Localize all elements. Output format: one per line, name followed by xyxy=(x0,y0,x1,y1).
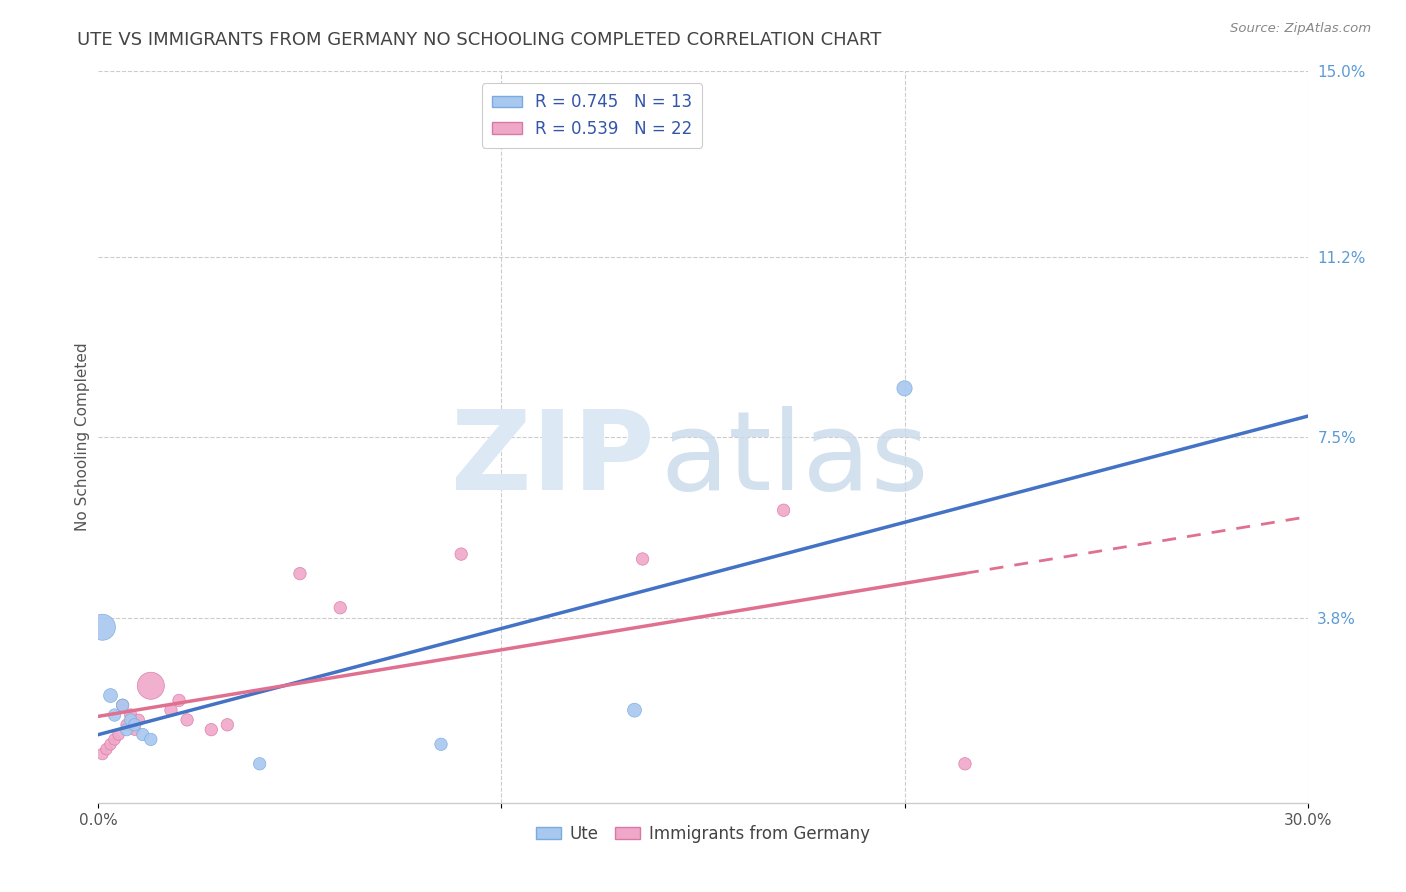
Point xyxy=(288,566,311,581)
Point xyxy=(103,708,125,723)
Point xyxy=(200,723,222,737)
Point xyxy=(329,600,352,615)
Point xyxy=(128,713,150,727)
Y-axis label: No Schooling Completed: No Schooling Completed xyxy=(75,343,90,532)
Point xyxy=(115,723,138,737)
Point xyxy=(430,737,453,751)
Point xyxy=(132,727,155,741)
Point xyxy=(100,737,122,751)
Point xyxy=(120,713,142,727)
Point xyxy=(160,703,183,717)
Point xyxy=(91,620,114,634)
Point xyxy=(124,723,146,737)
Point xyxy=(893,381,915,395)
Text: UTE VS IMMIGRANTS FROM GERMANY NO SCHOOLING COMPLETED CORRELATION CHART: UTE VS IMMIGRANTS FROM GERMANY NO SCHOOL… xyxy=(77,31,882,49)
Text: Source: ZipAtlas.com: Source: ZipAtlas.com xyxy=(1230,22,1371,36)
Point xyxy=(167,693,190,707)
Point xyxy=(953,756,976,771)
Point xyxy=(139,732,162,747)
Point xyxy=(120,708,142,723)
Point xyxy=(772,503,794,517)
Point xyxy=(91,747,114,761)
Text: atlas: atlas xyxy=(661,406,929,513)
Point xyxy=(631,552,654,566)
Point xyxy=(217,718,239,732)
Legend: Ute, Immigrants from Germany: Ute, Immigrants from Germany xyxy=(530,818,876,849)
Point xyxy=(176,713,198,727)
Point xyxy=(96,742,118,756)
Point xyxy=(249,756,271,771)
Point xyxy=(100,689,122,703)
Point xyxy=(124,718,146,732)
Point xyxy=(111,698,134,713)
Point xyxy=(450,547,472,561)
Point xyxy=(111,698,134,713)
Point xyxy=(623,703,645,717)
Point xyxy=(115,718,138,732)
Point xyxy=(103,732,125,747)
Text: ZIP: ZIP xyxy=(451,406,655,513)
Point xyxy=(139,679,162,693)
Point xyxy=(107,727,129,741)
